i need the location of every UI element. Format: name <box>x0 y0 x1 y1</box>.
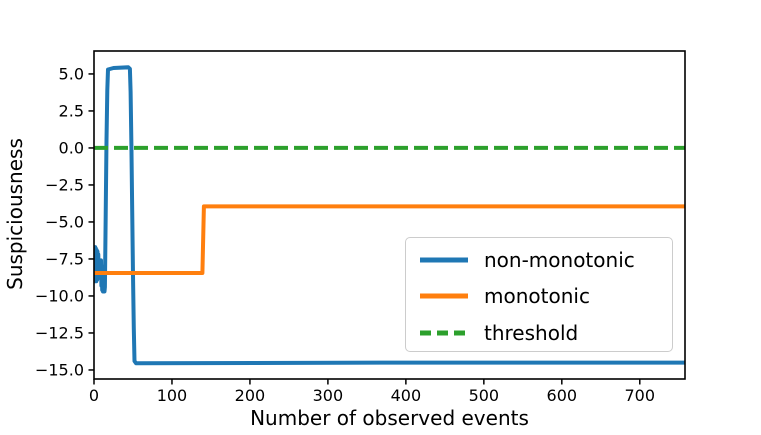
y-axis-label: Suspiciousness <box>3 138 27 290</box>
x-tick-label: 600 <box>547 386 578 405</box>
x-tick-label: 700 <box>625 386 656 405</box>
y-tick-label: 0.0 <box>59 138 84 157</box>
x-tick-label: 400 <box>391 386 422 405</box>
y-tick-label: −5.0 <box>45 212 84 231</box>
legend-item-threshold: threshold <box>420 315 672 351</box>
y-tick-label: −12.5 <box>35 323 84 342</box>
legend: non-monotonic monotonic threshold <box>405 237 673 352</box>
x-tick-label: 200 <box>235 386 266 405</box>
legend-item-non-monotonic: non-monotonic <box>420 242 672 278</box>
y-tick-label: −7.5 <box>45 249 84 268</box>
legend-item-monotonic: monotonic <box>420 278 672 314</box>
x-tick-label: 0 <box>89 386 99 405</box>
series-group <box>94 65 685 366</box>
y-tick-label: 2.5 <box>59 101 84 120</box>
x-tick-label: 100 <box>157 386 188 405</box>
legend-label-monotonic: monotonic <box>484 284 590 308</box>
y-tick-label: −15.0 <box>35 360 84 379</box>
series-line-monotonic <box>94 204 685 275</box>
legend-line-sample-monotonic <box>420 293 468 299</box>
legend-label-non-monotonic: non-monotonic <box>484 247 635 272</box>
y-tick-label: −2.5 <box>45 175 84 194</box>
y-tick-label: 5.0 <box>59 64 84 83</box>
legend-line-sample-non-monotonic <box>420 257 468 262</box>
legend-line-sample-threshold <box>420 330 468 335</box>
series-line-non-monotonic <box>94 65 685 366</box>
x-tick-label: 500 <box>469 386 500 405</box>
plot-border <box>93 50 686 380</box>
legend-label-threshold: threshold <box>484 320 579 345</box>
x-axis-label: Number of observed events <box>250 406 529 430</box>
y-tick-label: −10.0 <box>35 286 84 305</box>
x-tick-label: 300 <box>313 386 344 405</box>
